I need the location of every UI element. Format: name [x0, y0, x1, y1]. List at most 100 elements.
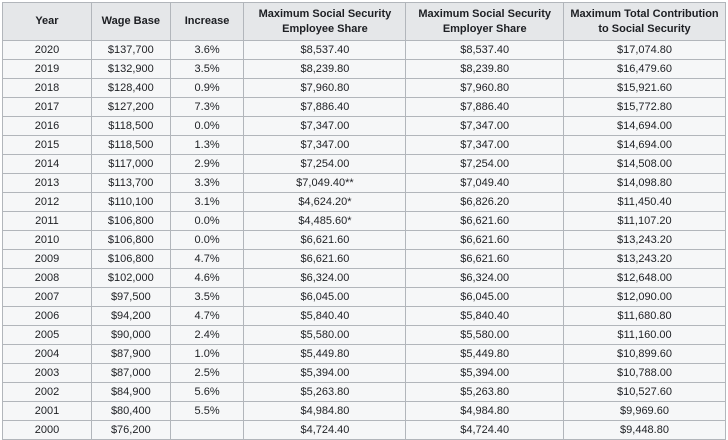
table-cell: $5,263.80 — [243, 382, 407, 402]
table-row: 2017 $127,200 7.3% $7,886.40 $7,886.40 $15,77… — [2, 97, 726, 117]
table-row: 2016 $118,500 0.0% $7,347.00 $7,347.00 $14,69… — [2, 116, 726, 136]
table-cell: $80,400 — [90, 401, 171, 421]
table-row: 2013 $113,700 3.3% $7,049.40** $7,049.40 $14,… — [2, 173, 726, 193]
table-cell: 1.0% — [169, 344, 245, 364]
column-header-line1: Maximum Social Security — [258, 7, 392, 20]
table-cell: 5.6% — [169, 382, 245, 402]
table-cell: 3.3% — [169, 173, 245, 193]
table-cell: $10,788.00 — [563, 363, 726, 383]
table-cell: $7,049.40** — [243, 173, 407, 193]
table-cell: 2016 — [2, 116, 92, 136]
table-cell: 3.5% — [169, 59, 245, 79]
table-cell: 2.5% — [169, 363, 245, 383]
table-cell: 2003 — [2, 363, 92, 383]
table-cell: $4,984.80 — [405, 401, 564, 421]
table-cell: $94,200 — [90, 306, 171, 326]
table-cell: 2001 — [2, 401, 92, 421]
table-cell: 4.7% — [169, 306, 245, 326]
table-cell: 4.7% — [169, 249, 245, 269]
column-header-line1: Year — [35, 15, 59, 27]
column-header: Maximum Total Contribution to Social Secu… — [563, 2, 726, 41]
table-cell: $7,886.40 — [405, 97, 564, 117]
table-cell: $8,239.80 — [243, 59, 407, 79]
table-cell: 2006 — [2, 306, 92, 326]
table-cell: 3.1% — [169, 192, 245, 212]
table-cell: $8,537.40 — [405, 40, 564, 60]
table-cell: 5.5% — [169, 401, 245, 421]
table-cell: 4.6% — [169, 268, 245, 288]
table-row: 2001 $80,400 5.5% $4,984.80 $4,984.80 $9,969.… — [2, 401, 726, 421]
table-cell: $87,900 — [90, 344, 171, 364]
table-cell: $6,621.60 — [405, 249, 564, 269]
table-row: 2011 $106,800 0.0% $4,485.60* $6,621.60 $11,1… — [2, 211, 726, 231]
table-row: 2014 $117,000 2.9% $7,254.00 $7,254.00 $14,50… — [2, 154, 726, 174]
table-cell: $8,537.40 — [243, 40, 407, 60]
table-cell: $12,648.00 — [563, 268, 726, 288]
table-cell: $128,400 — [90, 78, 171, 98]
table-cell: $5,840.40 — [243, 306, 407, 326]
table-row: 2008 $102,000 4.6% $6,324.00 $6,324.00 $12,64… — [2, 268, 726, 288]
table-cell: $8,239.80 — [405, 59, 564, 79]
header-row: Year Wage Base Increase Maximum Social Secu… — [2, 2, 726, 41]
table-row: 2006 $94,200 4.7% $5,840.40 $5,840.40 $11,680… — [2, 306, 726, 326]
table-row: 2015 $118,500 1.3% $7,347.00 $7,347.00 $14,69… — [2, 135, 726, 155]
table-cell: $6,324.00 — [243, 268, 407, 288]
table-cell: $97,500 — [90, 287, 171, 307]
table-cell: $11,160.00 — [563, 325, 726, 345]
table-cell: $17,074.80 — [563, 40, 726, 60]
table-cell: $5,449.80 — [405, 344, 564, 364]
table-cell: $13,243.20 — [563, 249, 726, 269]
table-cell: 2000 — [2, 420, 92, 440]
table-cell — [169, 420, 245, 440]
table-cell: $110,100 — [90, 192, 171, 212]
column-header-line1: Maximum Social Security — [418, 7, 552, 20]
table-row: 2002 $84,900 5.6% $5,263.80 $5,263.80 $10,527… — [2, 382, 726, 402]
table-cell: 2017 — [2, 97, 92, 117]
table-cell: 2009 — [2, 249, 92, 269]
table-cell: $4,724.40 — [243, 420, 407, 440]
table-cell: $7,347.00 — [405, 116, 564, 136]
table-cell: $5,840.40 — [405, 306, 564, 326]
table-cell: $5,580.00 — [243, 325, 407, 345]
table-cell: $87,000 — [90, 363, 171, 383]
table-cell: $7,960.80 — [243, 78, 407, 98]
table-cell: $117,000 — [90, 154, 171, 174]
table-cell: 2018 — [2, 78, 92, 98]
column-header: Maximum Social Security Employee Share — [243, 2, 407, 41]
table-cell: $14,694.00 — [563, 116, 726, 136]
table-cell: 2.9% — [169, 154, 245, 174]
table-cell: $15,921.60 — [563, 78, 726, 98]
table-cell: $5,394.00 — [405, 363, 564, 383]
table-row: 2012 $110,100 3.1% $4,624.20* $6,826.20 $11,4… — [2, 192, 726, 212]
table-cell: $7,960.80 — [405, 78, 564, 98]
table-cell: $84,900 — [90, 382, 171, 402]
table-cell: $9,969.60 — [563, 401, 726, 421]
table-cell: 2011 — [2, 211, 92, 231]
table-cell: $6,621.60 — [243, 249, 407, 269]
table-cell: $14,508.00 — [563, 154, 726, 174]
table-cell: $7,347.00 — [243, 116, 407, 136]
table-cell: $127,200 — [90, 97, 171, 117]
table-cell: $7,254.00 — [243, 154, 407, 174]
table-cell: 2019 — [2, 59, 92, 79]
table-cell: $118,500 — [90, 116, 171, 136]
table-cell: 3.6% — [169, 40, 245, 60]
table-cell: $4,984.80 — [243, 401, 407, 421]
table-row: 2004 $87,900 1.0% $5,449.80 $5,449.80 $10,899… — [2, 344, 726, 364]
table-cell: $10,527.60 — [563, 382, 726, 402]
table-cell: 0.9% — [169, 78, 245, 98]
table-cell: 0.0% — [169, 116, 245, 136]
table-cell: $15,772.80 — [563, 97, 726, 117]
table-cell: 2013 — [2, 173, 92, 193]
table-cell: 2004 — [2, 344, 92, 364]
table-cell: $7,347.00 — [405, 135, 564, 155]
column-header-line1: Wage Base — [101, 15, 160, 27]
table-cell: $90,000 — [90, 325, 171, 345]
table-row: 2019 $132,900 3.5% $8,239.80 $8,239.80 $16,47… — [2, 59, 726, 79]
table-cell: 2002 — [2, 382, 92, 402]
table-cell: 2012 — [2, 192, 92, 212]
table-cell: $14,098.80 — [563, 173, 726, 193]
column-header-line2: Employee Share — [282, 22, 368, 35]
column-header-line2: to Social Security — [598, 22, 691, 35]
